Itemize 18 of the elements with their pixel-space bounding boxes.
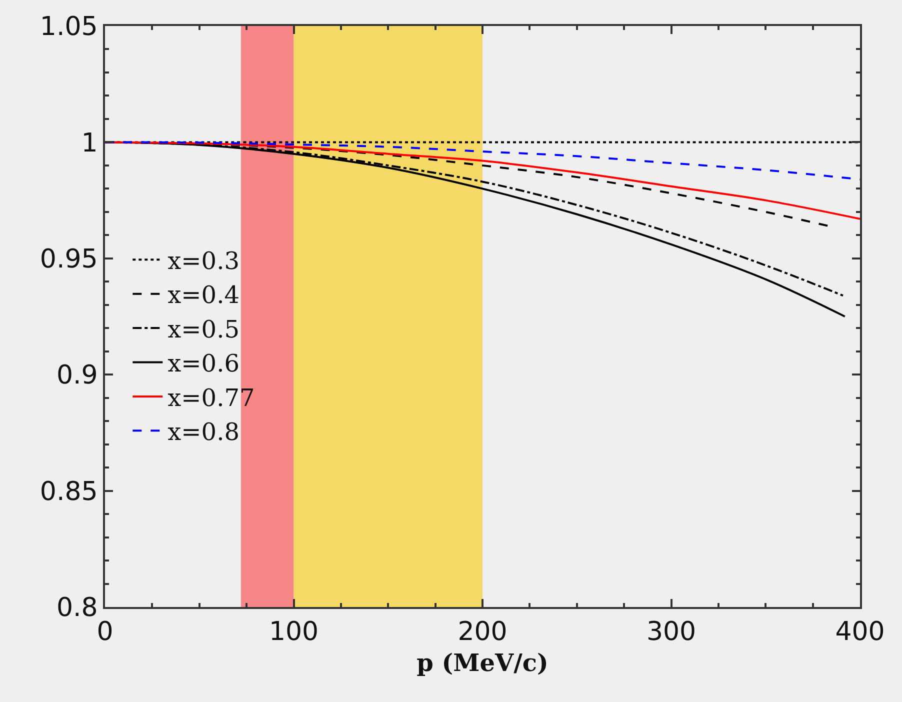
legend-label: x=0.8 [168, 418, 240, 446]
x-tick-label: 300 [646, 617, 696, 648]
legend-label: x=0.4 [168, 281, 240, 310]
y-tick-label: 0.95 [40, 244, 98, 274]
y-tick-label: 0.9 [56, 360, 98, 391]
legend-label: x=0.6 [168, 350, 240, 378]
y-tick-label: 1 [81, 128, 98, 158]
legend-label: x=0.3 [168, 247, 240, 276]
x-tick-label: 100 [268, 617, 319, 648]
x-tick-label: 400 [835, 617, 885, 648]
y-tick-label: 0.8 [56, 593, 98, 624]
legend-label: x=0.77 [168, 384, 255, 412]
legend-label: x=0.5 [168, 315, 240, 344]
y-tick-label: 1.05 [40, 12, 98, 42]
x-tick-label: 200 [458, 617, 508, 648]
x-tick-label: 0 [96, 617, 114, 648]
y-tick-label: 0.85 [40, 476, 98, 507]
x-axis-title: p (MeV/c) [416, 648, 548, 677]
